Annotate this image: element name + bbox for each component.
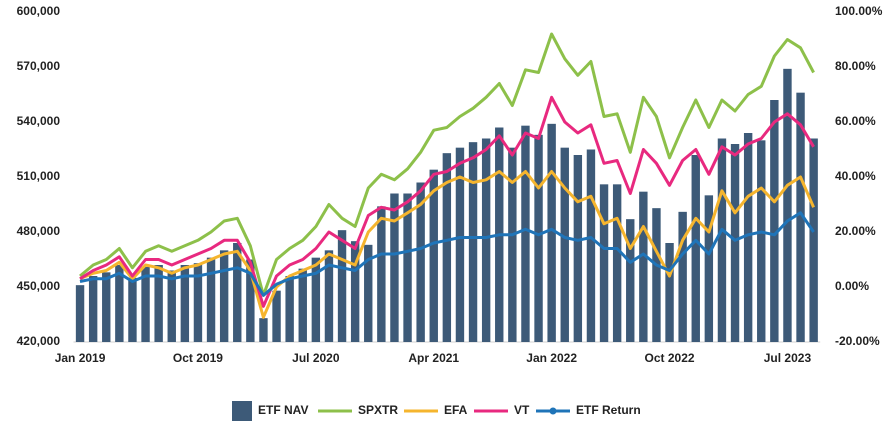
bar (704, 195, 714, 342)
bar (730, 144, 740, 342)
bar (599, 184, 609, 342)
bar (626, 219, 635, 342)
bar (652, 208, 661, 342)
bar (416, 182, 425, 342)
y-tick-label: 420,000 (17, 334, 61, 348)
y2-tick-label: -20.00% (835, 334, 880, 348)
bar (639, 191, 648, 342)
bar (390, 193, 399, 342)
bar (534, 134, 543, 342)
bar (102, 272, 111, 342)
x-tick-label: Oct 2022 (645, 351, 695, 365)
x-tick-label: Oct 2019 (173, 351, 223, 365)
y-tick-label: 570,000 (17, 59, 61, 73)
bar (233, 243, 242, 342)
line (79, 211, 815, 297)
line (79, 32, 815, 297)
y2-tick-label: 40.00% (835, 169, 876, 183)
x-tick-label: Jul 2023 (764, 351, 812, 365)
y2-tick-label: 80.00% (835, 59, 876, 73)
y-tick-label: 600,000 (17, 4, 61, 18)
bar (337, 230, 347, 342)
bar (128, 277, 137, 342)
bar (809, 138, 818, 342)
bar (324, 250, 334, 342)
bar (521, 125, 530, 343)
legend-label: ETF NAV (258, 403, 308, 417)
y-tick-label: 510,000 (17, 169, 61, 183)
bar (783, 68, 792, 342)
bar (88, 276, 98, 342)
bar (285, 276, 294, 342)
bar (141, 266, 150, 342)
bar (796, 92, 805, 343)
bar (259, 318, 268, 342)
bar (246, 259, 255, 342)
legend-label: SPXTR (358, 403, 398, 417)
bar (115, 265, 124, 342)
bar (757, 140, 766, 342)
bar (154, 265, 163, 342)
x-tick-label: Jul 2020 (292, 351, 340, 365)
bar (311, 257, 321, 342)
bar (717, 138, 727, 342)
bar (219, 250, 229, 342)
bar (193, 263, 203, 342)
y2-tick-label: 20.00% (835, 224, 876, 238)
bar (468, 142, 478, 342)
bar (678, 211, 687, 342)
y-tick-label: 450,000 (17, 279, 61, 293)
x-tick-label: Jan 2019 (55, 351, 106, 365)
bar (167, 270, 176, 342)
bar (455, 147, 465, 342)
bar (206, 257, 216, 342)
legend-label: EFA (444, 403, 468, 417)
bar (691, 155, 700, 342)
bar (272, 290, 281, 342)
line (79, 95, 815, 308)
bar (75, 285, 85, 342)
bar (364, 244, 373, 342)
legend-swatch (232, 401, 252, 421)
x-tick-label: Jan 2022 (526, 351, 577, 365)
bar (547, 123, 556, 342)
bar (403, 193, 412, 342)
bar (377, 206, 386, 342)
bar (743, 133, 753, 342)
bar (481, 138, 491, 342)
bar (612, 184, 622, 342)
y2-tick-label: 0.00% (835, 279, 869, 293)
bar (560, 147, 569, 342)
legend-marker (549, 407, 557, 415)
bar (573, 155, 583, 342)
bar (180, 265, 190, 342)
y-tick-label: 540,000 (17, 114, 61, 128)
line (79, 170, 815, 319)
legend-label: VT (514, 403, 530, 417)
y-tick-label: 480,000 (17, 224, 61, 238)
bar (350, 241, 360, 342)
bar (298, 268, 307, 342)
bar (442, 153, 452, 342)
legend-label: ETF Return (576, 403, 641, 417)
y2-tick-label: 100.00% (835, 4, 883, 18)
bar (508, 147, 517, 342)
y2-tick-label: 60.00% (835, 114, 876, 128)
bar (665, 243, 674, 342)
bar (770, 100, 779, 342)
x-tick-label: Apr 2021 (408, 351, 459, 365)
bar (429, 169, 438, 342)
bar (586, 149, 596, 342)
